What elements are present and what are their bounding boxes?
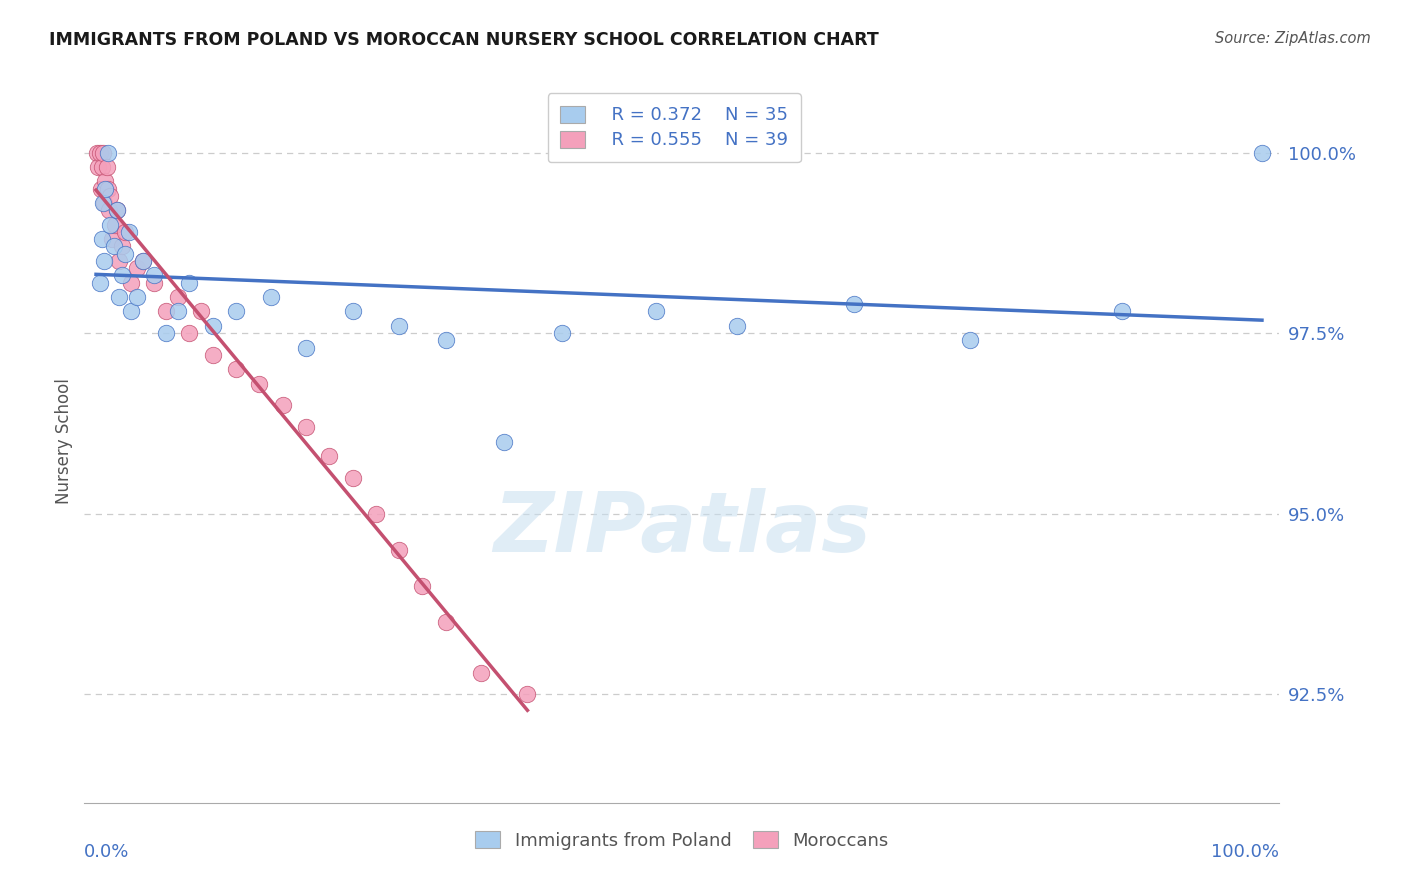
Point [364,507,387,521]
Point [90,160,112,174]
Point [411,579,433,593]
Point [87,160,110,174]
Point [155,304,177,318]
Text: 100.0%: 100.0% [1212,843,1279,861]
Point [105,203,128,218]
Text: Source: ZipAtlas.com: Source: ZipAtlas.com [1215,31,1371,46]
Point [98,218,121,232]
Point [86,145,108,160]
Point [108,253,131,268]
Point [247,376,270,391]
Point [104,218,127,232]
Point [91,145,114,160]
Point [388,318,411,333]
Point [90,182,112,196]
Point [342,471,364,485]
Point [101,232,124,246]
Point [1251,145,1274,160]
Point [179,276,201,290]
Point [166,290,188,304]
Point [91,196,114,211]
Point [108,290,131,304]
Point [179,326,201,341]
Point [551,326,574,341]
Legend: Immigrants from Poland, Moroccans: Immigrants from Poland, Moroccans [465,822,898,859]
Point [103,239,125,253]
Point [111,268,134,283]
Point [295,341,318,355]
Point [125,261,148,276]
Point [143,268,166,283]
Point [434,615,457,630]
Point [97,203,120,218]
Point [201,348,224,362]
Point [97,145,120,160]
Point [494,434,516,449]
Point [143,276,166,290]
Point [190,304,212,318]
Point [131,253,153,268]
Point [89,145,111,160]
Point [959,334,981,348]
Point [470,665,492,680]
Point [225,362,247,376]
Point [114,246,136,260]
Point [114,225,136,239]
Point [97,182,120,196]
Point [201,318,224,333]
Point [111,239,134,253]
Point [725,318,748,333]
Point [125,290,148,304]
Point [93,196,115,211]
Point [94,174,117,188]
Point [342,304,364,318]
Point [225,304,247,318]
Point [271,398,294,412]
Point [166,304,188,318]
Text: ZIPatlas: ZIPatlas [494,488,870,569]
Point [94,182,117,196]
Point [90,232,112,246]
Point [318,449,340,463]
Point [131,253,153,268]
Point [295,420,318,434]
Point [89,276,111,290]
Point [516,687,538,701]
Point [388,542,411,557]
Point [120,304,142,318]
Text: IMMIGRANTS FROM POLAND VS MOROCCAN NURSERY SCHOOL CORRELATION CHART: IMMIGRANTS FROM POLAND VS MOROCCAN NURSE… [49,31,879,49]
Point [93,253,115,268]
Y-axis label: Nursery School: Nursery School [55,378,73,505]
Point [118,225,141,239]
Point [842,297,865,311]
Point [105,203,128,218]
Text: 0.0%: 0.0% [84,843,129,861]
Point [96,160,118,174]
Point [155,326,177,341]
Point [434,334,457,348]
Point [1111,304,1133,318]
Point [98,189,121,203]
Point [260,290,283,304]
Point [644,304,666,318]
Point [120,276,142,290]
